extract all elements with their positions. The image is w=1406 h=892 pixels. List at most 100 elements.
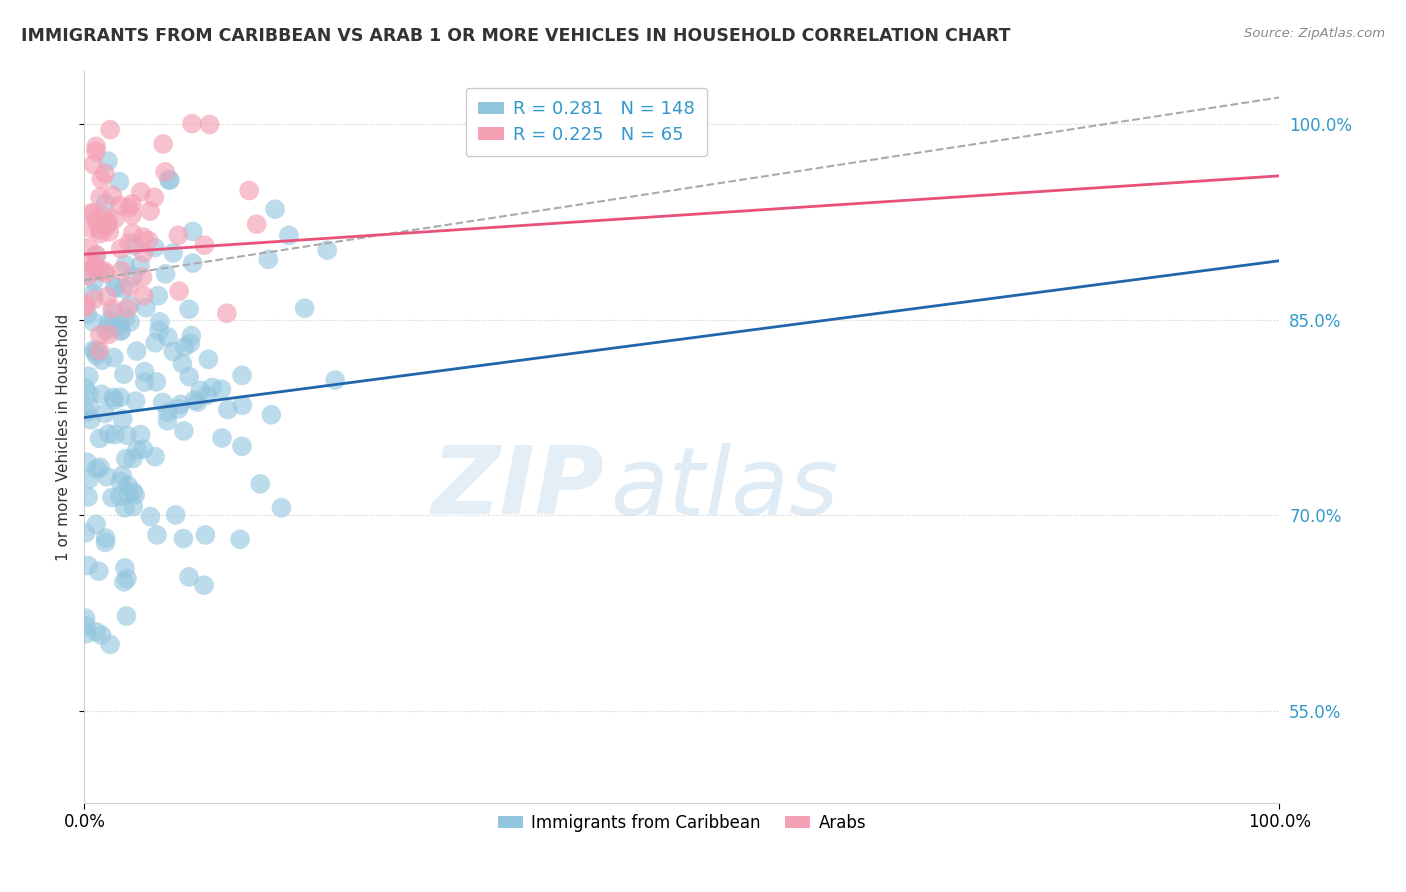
Point bbox=[98, 327, 121, 342]
Point bbox=[94, 166, 117, 180]
Point bbox=[117, 301, 139, 316]
Point bbox=[89, 460, 111, 475]
Point bbox=[156, 330, 179, 344]
Point bbox=[83, 274, 105, 288]
Point bbox=[110, 324, 132, 338]
Point bbox=[83, 315, 105, 329]
Point bbox=[211, 431, 233, 445]
Point bbox=[79, 221, 101, 235]
Point bbox=[121, 208, 143, 222]
Point bbox=[101, 306, 124, 320]
Point bbox=[115, 428, 138, 442]
Point bbox=[179, 369, 201, 384]
Point bbox=[98, 225, 121, 239]
Point bbox=[98, 314, 121, 328]
Point bbox=[108, 390, 131, 404]
Point bbox=[183, 393, 205, 408]
Point bbox=[139, 204, 162, 219]
Point bbox=[82, 157, 104, 171]
Text: atlas: atlas bbox=[610, 442, 838, 533]
Text: IMMIGRANTS FROM CARIBBEAN VS ARAB 1 OR MORE VEHICLES IN HOUSEHOLD CORRELATION CH: IMMIGRANTS FROM CARIBBEAN VS ARAB 1 OR M… bbox=[21, 27, 1011, 45]
Point bbox=[125, 442, 148, 457]
Point bbox=[94, 195, 117, 210]
Point bbox=[172, 532, 194, 546]
Point bbox=[104, 427, 127, 442]
Point bbox=[129, 259, 152, 273]
Point bbox=[121, 197, 143, 211]
Point bbox=[194, 528, 217, 542]
Point bbox=[89, 223, 111, 237]
Point bbox=[110, 475, 132, 489]
Point bbox=[84, 624, 107, 639]
Point bbox=[157, 172, 180, 186]
Point bbox=[90, 628, 112, 642]
Point bbox=[148, 288, 170, 302]
Point bbox=[231, 398, 253, 412]
Point bbox=[97, 318, 120, 333]
Point bbox=[110, 263, 132, 277]
Point bbox=[77, 490, 100, 504]
Point bbox=[167, 401, 190, 416]
Point bbox=[120, 315, 142, 329]
Point bbox=[76, 307, 98, 321]
Point bbox=[124, 394, 146, 409]
Point bbox=[114, 500, 136, 515]
Point bbox=[238, 184, 260, 198]
Point bbox=[118, 201, 141, 215]
Point bbox=[75, 300, 97, 314]
Point bbox=[84, 139, 107, 153]
Point bbox=[201, 380, 224, 394]
Point bbox=[84, 145, 107, 159]
Point bbox=[193, 578, 215, 592]
Point bbox=[82, 286, 104, 301]
Point bbox=[173, 424, 195, 438]
Point bbox=[75, 619, 97, 633]
Point bbox=[172, 357, 194, 371]
Point bbox=[104, 281, 127, 295]
Point bbox=[76, 455, 98, 469]
Point bbox=[101, 301, 124, 316]
Point bbox=[75, 298, 97, 312]
Point bbox=[153, 165, 176, 179]
Point bbox=[135, 301, 157, 315]
Point bbox=[89, 432, 111, 446]
Point bbox=[77, 558, 100, 573]
Point bbox=[231, 439, 253, 453]
Point bbox=[152, 395, 174, 409]
Point bbox=[94, 407, 117, 421]
Point bbox=[132, 288, 155, 302]
Point bbox=[110, 242, 132, 256]
Point bbox=[86, 249, 108, 263]
Point bbox=[76, 405, 98, 419]
Point bbox=[156, 414, 179, 428]
Point bbox=[84, 517, 107, 532]
Point bbox=[79, 257, 101, 271]
Point bbox=[198, 118, 221, 132]
Point bbox=[186, 395, 208, 409]
Point bbox=[77, 241, 100, 255]
Point bbox=[122, 269, 145, 284]
Y-axis label: 1 or more Vehicles in Household: 1 or more Vehicles in Household bbox=[56, 313, 72, 561]
Point bbox=[84, 247, 107, 261]
Point bbox=[118, 298, 141, 312]
Point bbox=[94, 535, 117, 549]
Point bbox=[77, 268, 100, 283]
Point bbox=[231, 368, 253, 383]
Point bbox=[91, 353, 114, 368]
Point bbox=[177, 570, 200, 584]
Point bbox=[83, 344, 105, 359]
Point bbox=[148, 324, 170, 338]
Point bbox=[122, 500, 145, 514]
Point bbox=[149, 315, 172, 329]
Point bbox=[89, 227, 111, 241]
Point bbox=[121, 227, 143, 241]
Point bbox=[179, 336, 201, 351]
Point bbox=[101, 188, 124, 202]
Point bbox=[129, 185, 152, 199]
Point bbox=[84, 263, 107, 277]
Point bbox=[246, 217, 269, 231]
Point bbox=[294, 301, 316, 316]
Point bbox=[77, 369, 100, 384]
Point bbox=[91, 208, 114, 222]
Point bbox=[89, 190, 111, 204]
